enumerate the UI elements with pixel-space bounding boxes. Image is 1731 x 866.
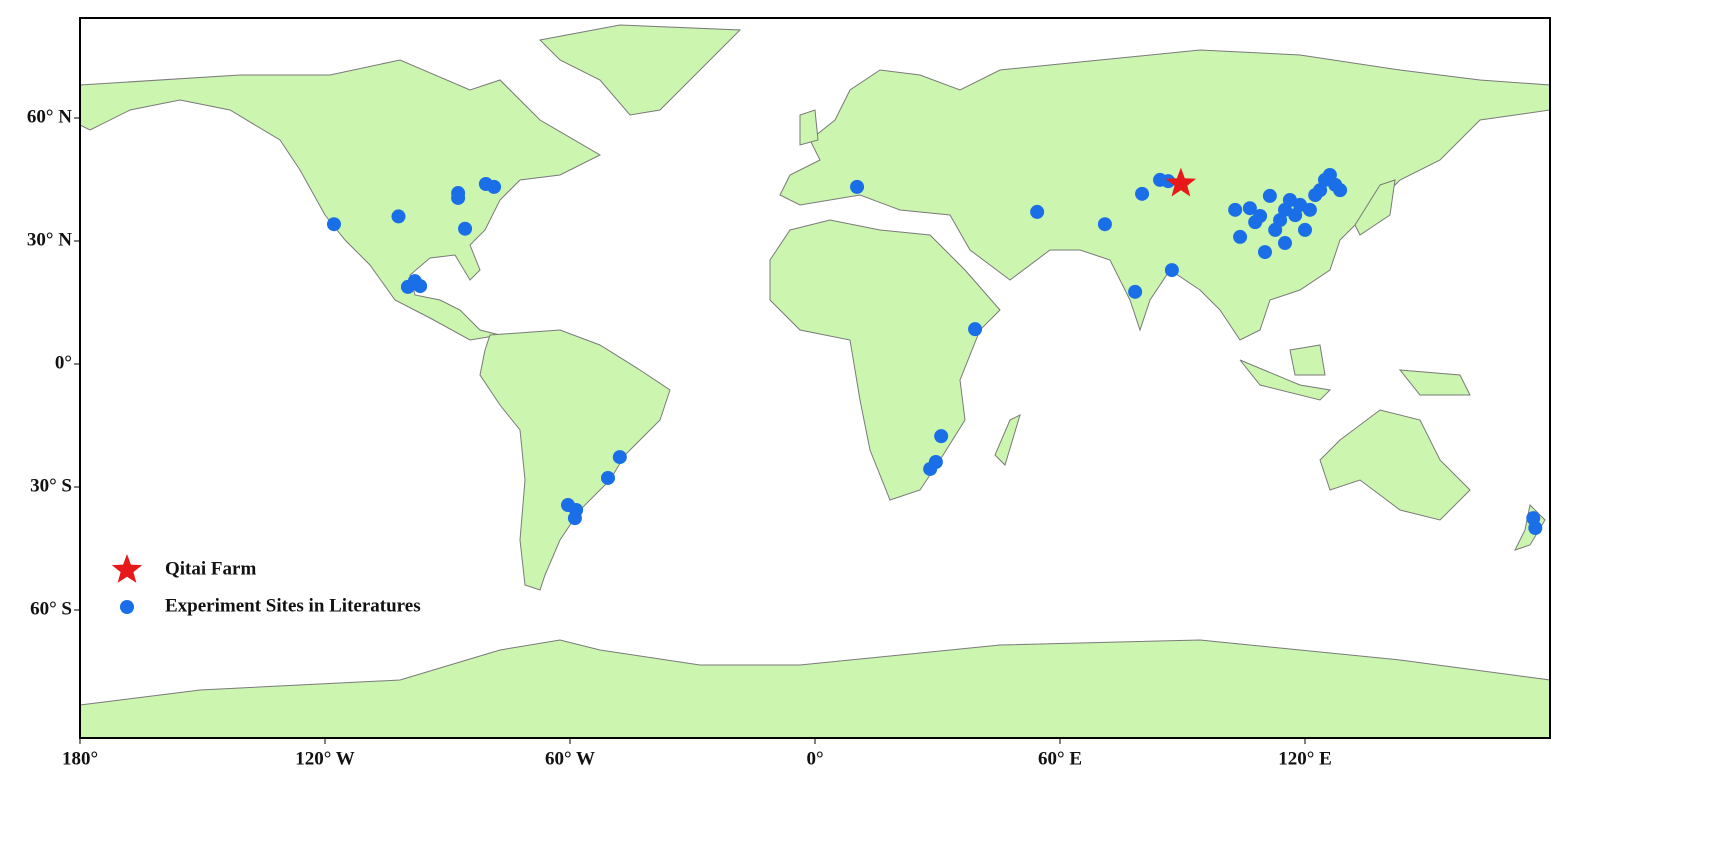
y-tick-label: 0° [55,352,72,373]
site-marker [1161,174,1176,189]
site-marker [487,179,502,194]
site-marker [934,429,949,444]
site-marker [1262,188,1277,203]
x-tick-label: 180° [62,748,98,769]
y-tick-label: 30° N [27,229,72,250]
site-marker [1128,284,1143,299]
site-marker [600,470,615,485]
site-marker [451,190,466,205]
uk [799,109,819,146]
y-tick-label: 60° S [30,598,72,619]
site-marker [923,461,938,476]
site-marker [968,322,983,337]
legend-label: Qitai Farm [165,558,256,579]
africa [769,219,1001,501]
y-tick-label: 60° N [27,106,72,127]
site-marker [850,179,865,194]
x-tick-label: 120° E [1278,748,1332,769]
madagascar [994,414,1021,466]
site-marker [1097,217,1112,232]
eurasia [779,49,1551,341]
north-america [79,59,602,341]
x-tick-label: 120° W [295,748,355,769]
x-tick-label: 60° E [1038,748,1082,769]
indonesia [1239,344,1471,401]
x-tick-label: 0° [806,748,823,769]
greenland [538,24,742,116]
site-marker [413,279,428,294]
farm-marker [1165,167,1197,197]
site-marker [612,450,627,465]
site-marker [1135,186,1150,201]
australia [1319,409,1471,521]
site-marker [1253,208,1268,223]
legend-marker [120,600,134,614]
site-marker [1298,222,1312,237]
site-marker [1268,222,1283,237]
japan [1354,179,1396,236]
y-tick-label: 30° S [30,475,72,496]
site-marker [1242,201,1257,216]
site-marker [1164,263,1179,278]
legend-marker [111,554,143,583]
site-marker [1277,236,1292,251]
site-marker [458,221,473,236]
site-marker [391,209,406,224]
site-marker [1228,202,1243,217]
legend: Qitai Farm Experiment Sites in Literature… [111,554,421,616]
legend-label: Experiment Sites in Literatures [165,595,421,616]
site-marker [1233,229,1248,244]
x-tick-label: 60° W [545,748,595,769]
south-america [479,329,671,591]
site-marker [1333,183,1348,198]
site-marker [1308,188,1323,203]
site-marker [1257,245,1272,260]
site-marker [1528,521,1543,535]
site-marker [567,511,582,526]
site-marker [326,217,341,232]
site-marker [1030,204,1045,219]
landmasses [79,24,1551,739]
antarctica [79,639,1551,739]
site-marker [1302,202,1317,217]
